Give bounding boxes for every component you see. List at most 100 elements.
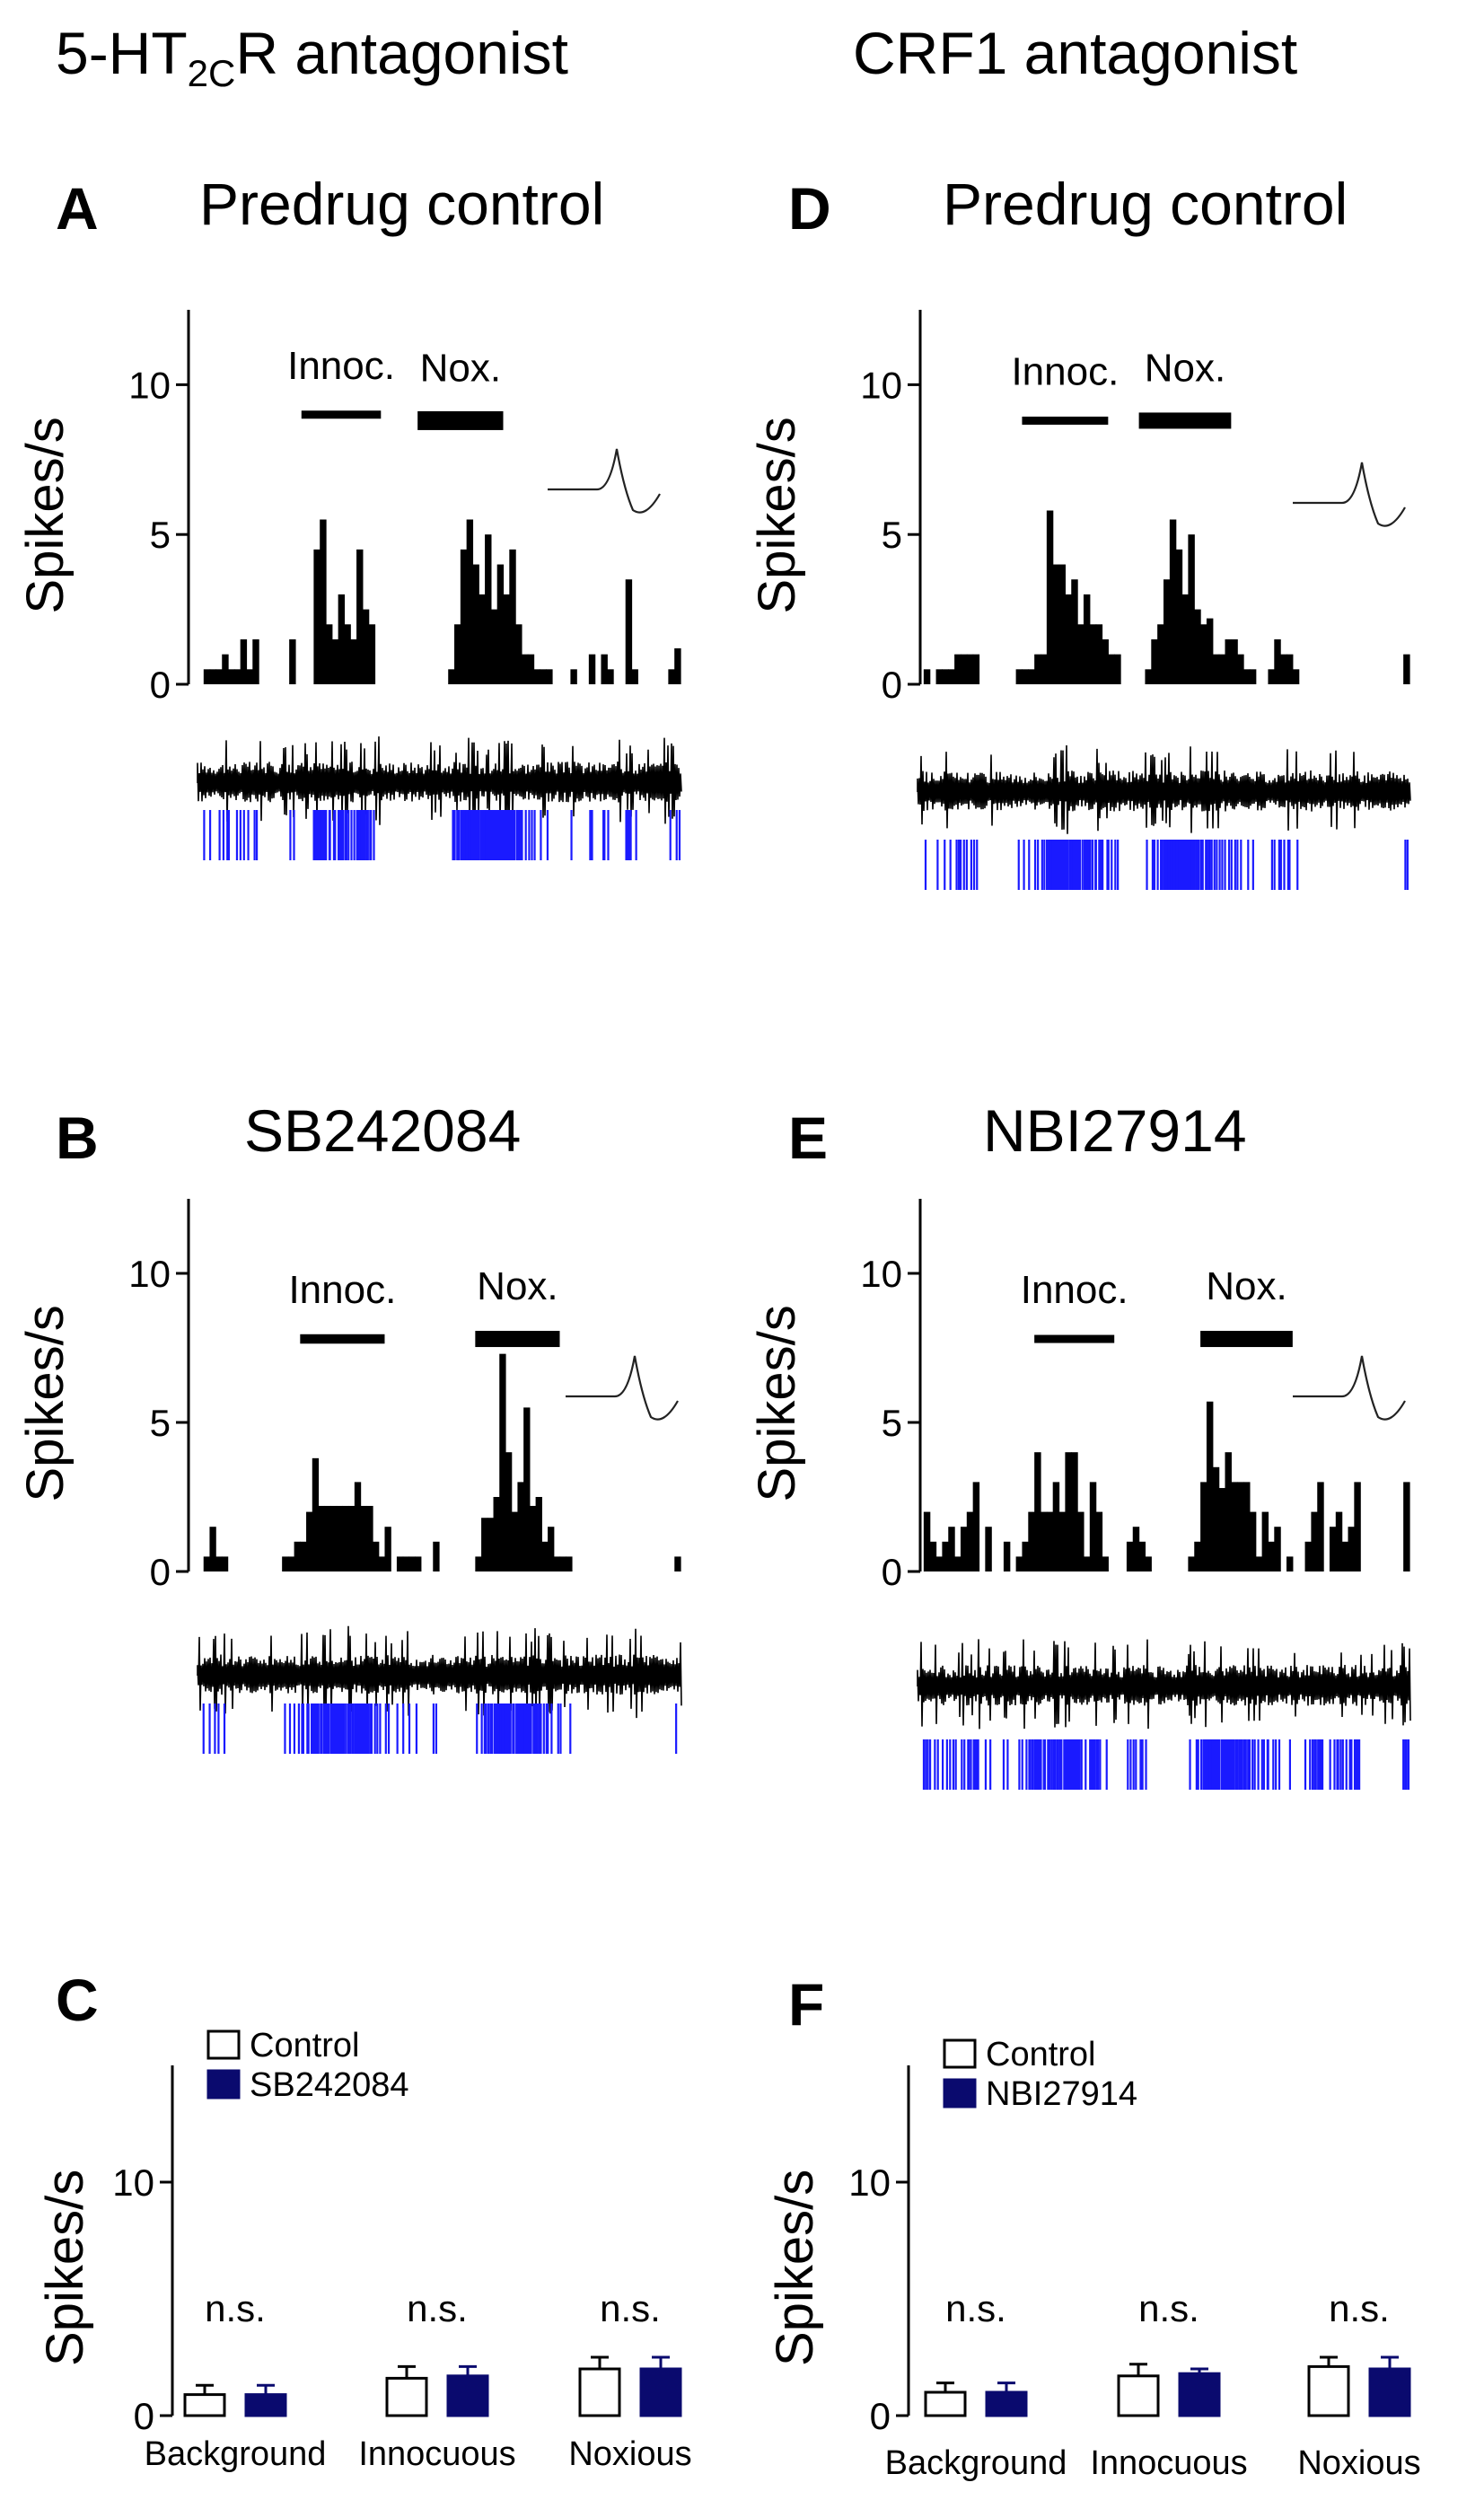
histogram-bar	[1083, 594, 1091, 684]
histogram-bar	[1052, 564, 1060, 684]
panel-letter-a: A	[56, 175, 99, 242]
histogram-bar	[356, 549, 364, 684]
histogram-bar	[1058, 1511, 1066, 1571]
significance-label: n.s.	[600, 2287, 661, 2329]
histogram-bar	[1212, 1466, 1220, 1571]
histogram-bar	[354, 1482, 362, 1571]
histogram-bar	[1348, 1527, 1355, 1571]
stimulus-bar	[1200, 1331, 1293, 1348]
summary-bar	[1368, 2367, 1411, 2417]
histogram-bar	[509, 549, 516, 684]
histogram-bar	[384, 1527, 391, 1571]
histogram-bar	[368, 624, 376, 684]
y-axis-label: Spikes/s	[748, 1305, 806, 1501]
histogram-bar	[1311, 1511, 1318, 1571]
summary-bar	[385, 2376, 428, 2417]
histogram-bar	[511, 1511, 519, 1571]
histogram-bar	[607, 669, 614, 684]
category-label: Innocuous	[358, 2435, 515, 2473]
summary-bar	[924, 2390, 967, 2417]
spike-waveform-icon	[566, 1355, 679, 1421]
histogram-bar	[1181, 594, 1189, 684]
histogram-bar	[1015, 669, 1023, 684]
histogram-bar	[378, 1556, 386, 1571]
histogram-bar	[674, 647, 681, 684]
histogram-bar	[490, 609, 498, 684]
histogram-bar	[1274, 1527, 1281, 1571]
histogram-bar	[1243, 669, 1251, 684]
histogram-bar	[466, 519, 474, 684]
histogram-bar	[1034, 654, 1041, 684]
histogram-bar	[209, 1527, 216, 1571]
significance-label: n.s.	[1329, 2287, 1390, 2329]
y-axis-label: Spikes/s	[36, 2170, 94, 2366]
histogram-bar	[344, 624, 351, 684]
histogram-bar	[460, 549, 468, 684]
significance-label: n.s.	[945, 2287, 1006, 2329]
histogram-bar	[1175, 549, 1183, 684]
histogram-bar	[1163, 579, 1171, 684]
histogram-bar	[252, 638, 259, 684]
panel-letter-c: C	[56, 1967, 99, 2033]
raw-trace-line	[917, 745, 1411, 834]
histogram-bar	[1089, 624, 1097, 684]
histogram-bar	[324, 1505, 331, 1571]
left-column-title-sub: 2C	[188, 52, 236, 94]
y-tick-label: 5	[150, 514, 171, 556]
histogram-bar	[1065, 594, 1072, 684]
histogram-bar	[496, 564, 505, 684]
histogram-bar	[668, 669, 675, 684]
panel-title-e: NBI27914	[983, 1097, 1247, 1164]
histogram-bar	[1225, 1452, 1232, 1571]
stimulus-bar	[1022, 416, 1109, 425]
panel-letter-e: E	[788, 1105, 828, 1171]
histogram-bar	[240, 638, 248, 684]
spike-waveform-icon	[548, 448, 661, 514]
histogram-bar	[948, 1527, 955, 1571]
legend-swatch	[943, 2038, 977, 2069]
histogram-bar	[1225, 638, 1232, 684]
histogram-bar	[366, 1505, 373, 1571]
histogram-bar	[203, 1556, 211, 1571]
histogram-bar	[923, 669, 931, 684]
raw-trace-line	[917, 1639, 1411, 1730]
summary-bar	[1307, 2364, 1350, 2417]
histogram-bar	[966, 1511, 974, 1571]
stimulus-bar	[475, 1331, 560, 1348]
histogram-bar	[1200, 624, 1207, 684]
spike-raster	[922, 1739, 1410, 1790]
histogram-bar	[1071, 1452, 1078, 1571]
y-tick-label: 10	[112, 2161, 154, 2204]
histogram-bar	[313, 549, 321, 684]
summary-bar	[1178, 2372, 1221, 2417]
histogram-bar	[935, 1556, 943, 1571]
histogram-bar	[1041, 1511, 1048, 1571]
y-tick-label: 0	[150, 664, 171, 706]
histogram-bar	[954, 1556, 962, 1571]
legend-swatch	[206, 2029, 241, 2060]
histogram-bar	[373, 1541, 380, 1571]
histogram-bar	[935, 669, 943, 684]
stimulus-bar	[417, 410, 504, 430]
y-tick-label: 0	[870, 2395, 891, 2437]
histogram-panel-d: 0 5 10 Spikes/s Innoc. Nox.	[748, 310, 1411, 890]
histogram-bar	[972, 654, 980, 684]
histogram-bar	[1249, 669, 1257, 684]
legend-label: Control	[986, 2036, 1096, 2073]
histogram-bar	[546, 669, 553, 684]
histogram-bar	[448, 669, 455, 684]
histogram-bar	[1341, 1541, 1349, 1571]
summary-bar-panel-c: 0 10 Spikes/s n.s. Background n.s. Innocuous n.…	[36, 2027, 692, 2473]
summary-bar	[446, 2374, 489, 2417]
histogram-bar	[1095, 1511, 1103, 1571]
y-tick-label: 10	[128, 364, 171, 406]
histogram-bar	[535, 1497, 542, 1571]
histogram-bar	[1058, 564, 1066, 684]
histogram-bar	[1286, 1556, 1294, 1571]
histogram-bar	[338, 594, 346, 684]
histogram-bar	[1077, 624, 1084, 684]
histogram-bar	[1292, 669, 1300, 684]
histogram-bar	[493, 1497, 500, 1571]
histogram-bar	[1126, 1541, 1134, 1571]
histogram-bar	[1261, 1511, 1269, 1571]
